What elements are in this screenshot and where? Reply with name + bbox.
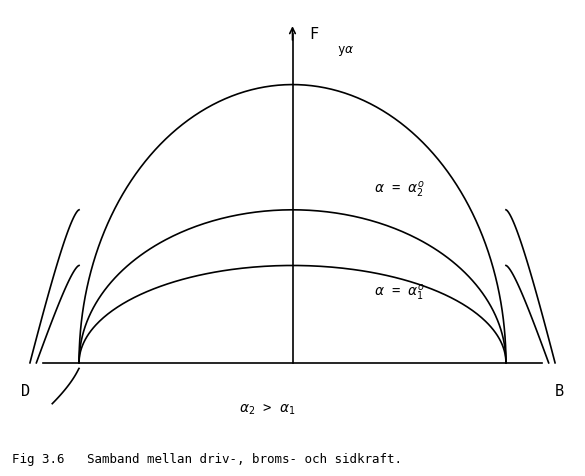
Text: B: B <box>555 384 564 399</box>
Text: y$\alpha$: y$\alpha$ <box>338 44 355 58</box>
Text: F: F <box>309 27 319 42</box>
Text: Fig 3.6   Samband mellan driv-, broms- och sidkraft.: Fig 3.6 Samband mellan driv-, broms- och… <box>12 454 402 466</box>
Text: $\alpha$ = $\alpha_2^o$: $\alpha$ = $\alpha_2^o$ <box>374 180 425 200</box>
Text: D: D <box>21 384 30 399</box>
Text: $\alpha$ = $\alpha_1^o$: $\alpha$ = $\alpha_1^o$ <box>374 283 425 303</box>
Text: $\alpha_2$ > $\alpha_1$: $\alpha_2$ > $\alpha_1$ <box>239 403 295 417</box>
